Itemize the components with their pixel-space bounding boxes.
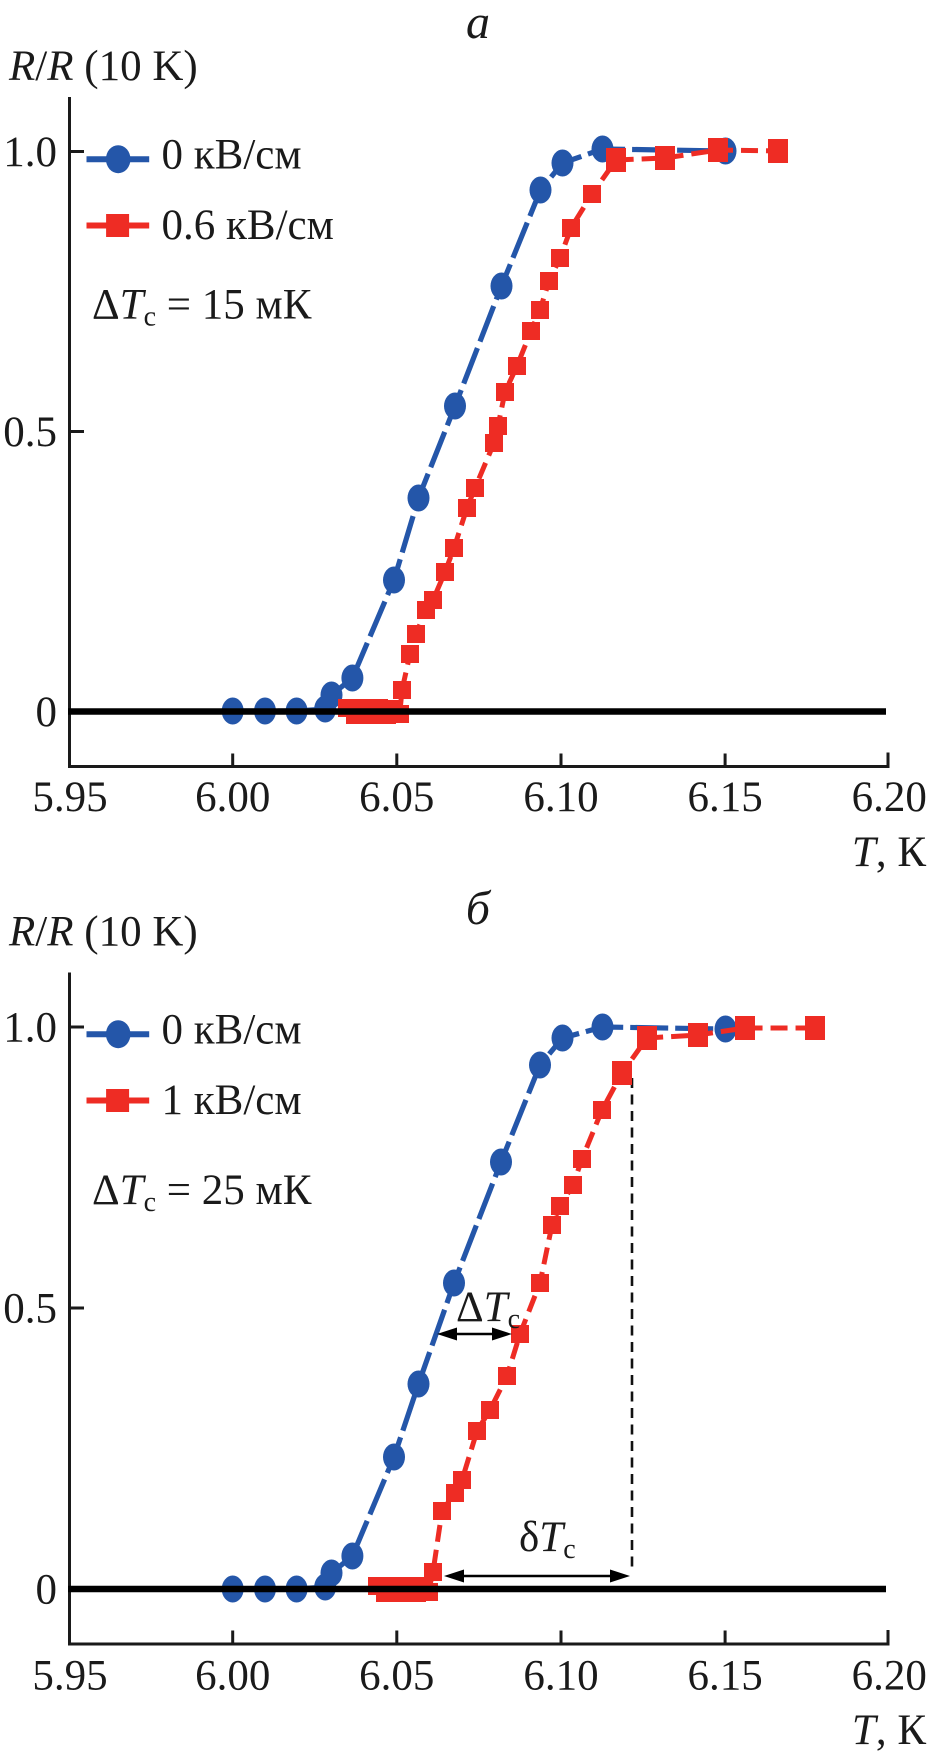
svg-text:6.10: 6.10 [523, 774, 598, 821]
svg-text:0.6 кВ/см: 0.6 кВ/см [162, 202, 334, 249]
svg-text:0 кВ/см: 0 кВ/см [162, 132, 302, 179]
svg-text:6.10: 6.10 [523, 1653, 598, 1700]
svg-text:6.05: 6.05 [359, 1653, 434, 1700]
svg-text:6.00: 6.00 [195, 774, 270, 821]
svg-text:0.5: 0.5 [3, 1285, 57, 1332]
svg-text:6.20: 6.20 [852, 1653, 927, 1700]
svg-text:a: a [466, 0, 490, 49]
svg-text:1.0: 1.0 [3, 129, 57, 176]
svg-text:0.5: 0.5 [3, 409, 57, 456]
svg-text:0 кВ/см: 0 кВ/см [162, 1007, 302, 1054]
svg-text:6.00: 6.00 [195, 1653, 270, 1700]
svg-text:6.15: 6.15 [687, 1653, 762, 1700]
svg-text:R/R (10 K): R/R (10 K) [8, 909, 198, 956]
svg-text:6.20: 6.20 [852, 774, 927, 821]
svg-text:5.95: 5.95 [32, 1653, 107, 1700]
svg-text:R/R (10 K): R/R (10 K) [8, 43, 198, 90]
svg-text:T, К: T, К [852, 829, 926, 876]
svg-text:1 кВ/см: 1 кВ/см [162, 1077, 302, 1124]
svg-text:0: 0 [36, 689, 58, 736]
svg-text:6.05: 6.05 [359, 774, 434, 821]
svg-text:δTc: δTc [519, 1514, 576, 1565]
svg-text:5.95: 5.95 [32, 774, 107, 821]
svg-text:б: б [466, 882, 492, 935]
svg-text:ΔTc = 25 мК: ΔTc = 25 мК [92, 1167, 312, 1218]
svg-text:T, К: T, К [852, 1707, 926, 1754]
svg-text:6.15: 6.15 [687, 774, 762, 821]
svg-text:0: 0 [36, 1566, 58, 1613]
svg-text:1.0: 1.0 [3, 1004, 57, 1051]
svg-text:ΔTc = 15 мК: ΔTc = 15 мК [92, 282, 312, 333]
